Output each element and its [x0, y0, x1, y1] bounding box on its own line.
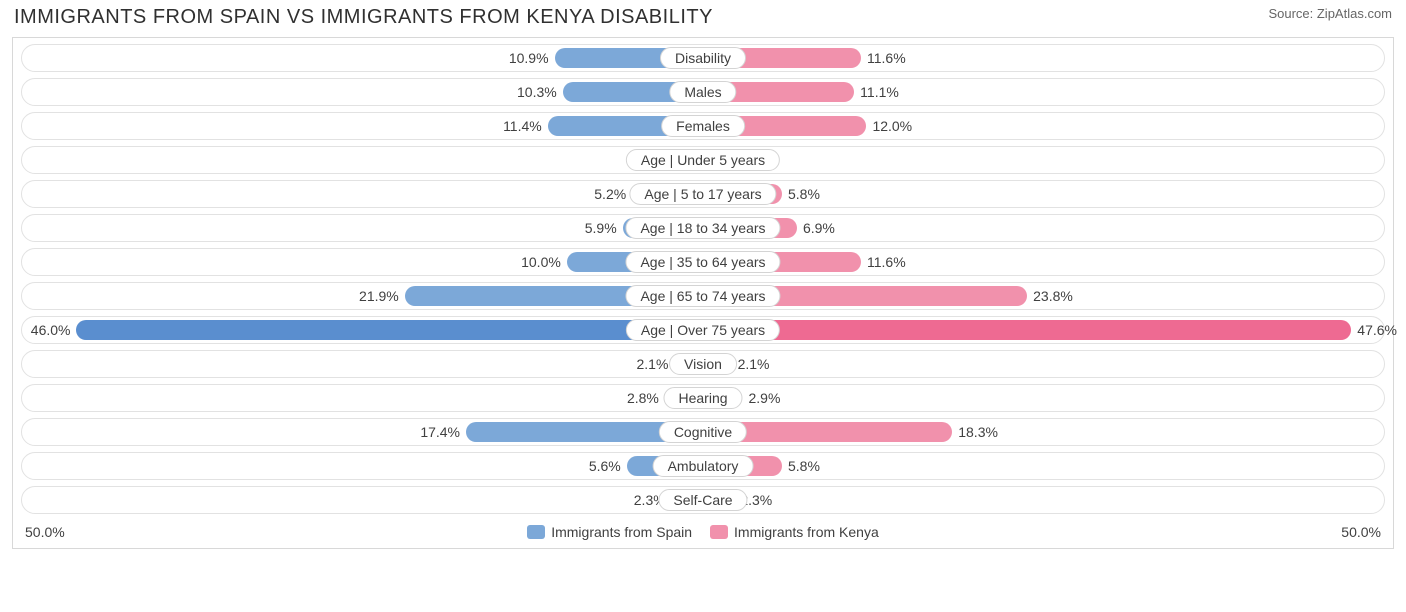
axis-max-left: 50.0% — [25, 524, 65, 540]
bar-row: 21.9% 23.8% Age | 65 to 74 years — [21, 282, 1385, 310]
category-label: Females — [661, 115, 745, 137]
category-label: Age | 5 to 17 years — [629, 183, 776, 205]
value-label-right: 11.1% — [854, 79, 899, 105]
bar-row: 5.9% 6.9% Age | 18 to 34 years — [21, 214, 1385, 242]
category-label: Self-Care — [658, 489, 747, 511]
value-label-right: 12.0% — [866, 113, 912, 139]
source-attribution: Source: ZipAtlas.com — [1268, 6, 1392, 21]
bar-row: 10.3% 11.1% Males — [21, 78, 1385, 106]
value-label-right: 18.3% — [952, 419, 998, 445]
value-label-right: 2.9% — [742, 385, 780, 411]
legend-label-right: Immigrants from Kenya — [734, 524, 879, 540]
value-label-right: 2.1% — [732, 351, 770, 377]
value-label-left: 5.9% — [585, 215, 623, 241]
bar-row: 10.9% 11.6% Disability — [21, 44, 1385, 72]
value-label-left: 5.6% — [589, 453, 627, 479]
category-label: Cognitive — [659, 421, 747, 443]
category-label: Vision — [669, 353, 737, 375]
legend: Immigrants from Spain Immigrants from Ke… — [527, 524, 879, 540]
bar-row: 17.4% 18.3% Cognitive — [21, 418, 1385, 446]
bar-row: 1.2%1.2%Age | Under 5 years — [21, 146, 1385, 174]
axis-max-right: 50.0% — [1341, 524, 1381, 540]
value-label-right: 11.6% — [861, 45, 906, 71]
category-label: Age | Under 5 years — [626, 149, 780, 171]
category-label: Age | 35 to 64 years — [625, 251, 780, 273]
bar-row: 2.8% 2.9%Hearing — [21, 384, 1385, 412]
bar-left — [76, 320, 703, 340]
bar-right — [703, 320, 1351, 340]
value-label-left: 5.2% — [594, 181, 632, 207]
category-label: Age | 65 to 74 years — [625, 285, 780, 307]
category-label: Males — [669, 81, 736, 103]
bar-row: 11.4% 12.0% Females — [21, 112, 1385, 140]
bar-row: 46.0%47.6%Age | Over 75 years — [21, 316, 1385, 344]
value-label-right: 11.6% — [861, 249, 906, 275]
value-label-left: 10.9% — [509, 45, 555, 71]
value-label-right: 23.8% — [1027, 283, 1073, 309]
category-label: Ambulatory — [653, 455, 754, 477]
value-label-left: 21.9% — [359, 283, 405, 309]
value-label-left: 17.4% — [420, 419, 466, 445]
legend-item-right: Immigrants from Kenya — [710, 524, 879, 540]
bar-row: 5.2% 5.8% Age | 5 to 17 years — [21, 180, 1385, 208]
category-label: Age | Over 75 years — [626, 319, 780, 341]
bar-row: 5.6% 5.8% Ambulatory — [21, 452, 1385, 480]
bar-row: 2.3%2.3%Self-Care — [21, 486, 1385, 514]
page-title: IMMIGRANTS FROM SPAIN VS IMMIGRANTS FROM… — [14, 6, 713, 29]
value-label-right: 47.6% — [1351, 317, 1397, 343]
value-label-left: 46.0% — [31, 317, 77, 343]
value-label-left: 10.3% — [517, 79, 563, 105]
value-label-right: 5.8% — [782, 453, 820, 479]
legend-swatch-left — [527, 525, 545, 539]
legend-label-left: Immigrants from Spain — [551, 524, 692, 540]
value-label-left: 10.0% — [521, 249, 567, 275]
category-label: Disability — [660, 47, 746, 69]
bar-row: 2.1%2.1%Vision — [21, 350, 1385, 378]
legend-swatch-right — [710, 525, 728, 539]
value-label-right: 5.8% — [782, 181, 820, 207]
chart-container: 10.9% 11.6% Disability 10.3% 11.1% Males 11.4%… — [12, 37, 1394, 549]
legend-item-left: Immigrants from Spain — [527, 524, 692, 540]
category-label: Hearing — [663, 387, 742, 409]
chart-footer: 50.0% Immigrants from Spain Immigrants f… — [21, 520, 1385, 544]
value-label-left: 2.8% — [627, 385, 665, 411]
category-label: Age | 18 to 34 years — [625, 217, 780, 239]
value-label-right: 6.9% — [797, 215, 835, 241]
value-label-left: 11.4% — [503, 113, 548, 139]
bar-row: 10.0% 11.6% Age | 35 to 64 years — [21, 248, 1385, 276]
